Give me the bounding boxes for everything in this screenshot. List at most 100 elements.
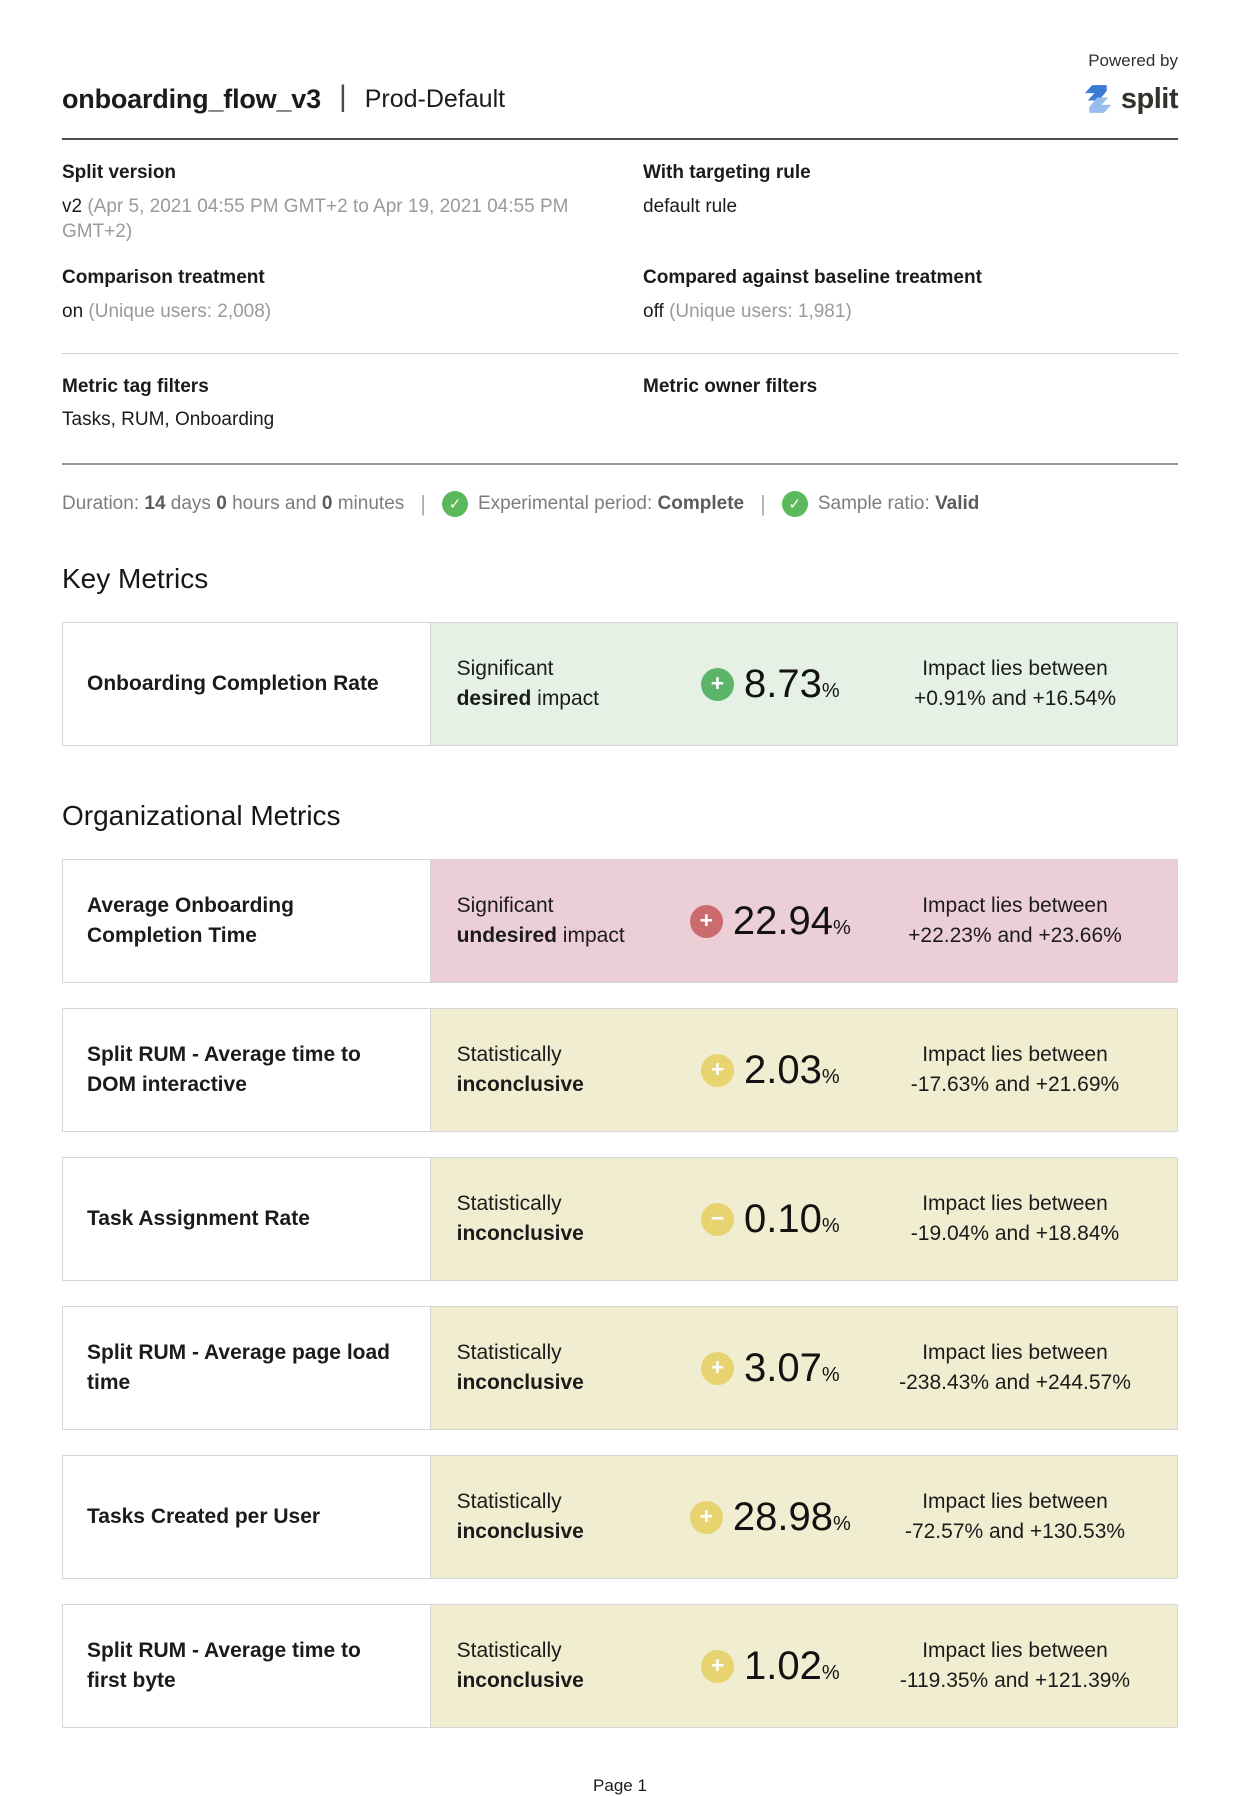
metric-card-rum-page-load-time: Split RUM - Average page load time Stati… <box>62 1306 1178 1431</box>
meta-value: v2 (Apr 5, 2021 04:55 PM GMT+2 to Apr 19… <box>62 195 569 243</box>
status-divider <box>62 463 1178 466</box>
page-number: Page 1 <box>593 1776 647 1796</box>
meta-comparison-treatment: Comparison treatment on (Unique users: 2… <box>62 265 597 325</box>
split-name-title: onboarding_flow_v3 <box>62 83 321 114</box>
key-metrics-heading: Key Metrics <box>62 563 209 595</box>
metric-result: Statistically inconclusive + 2.03% Impac… <box>430 1009 1177 1132</box>
impact-value: + 8.73% <box>662 662 879 707</box>
experiment-meta: Split version v2 (Apr 5, 2021 04:55 PM G… <box>62 140 1178 325</box>
significance-label: Statistically inconclusive <box>456 1639 584 1693</box>
minus-icon: − <box>700 1202 734 1236</box>
plus-icon: + <box>689 904 723 938</box>
meta-value: off (Unique users: 1,981) <box>643 300 852 322</box>
metric-result: Significant undesired impact + 22.94% Im… <box>430 860 1177 983</box>
plus-icon: + <box>689 1500 723 1534</box>
status-separator: | <box>420 491 426 517</box>
metric-name: Average Onboarding Completion Time <box>63 860 431 983</box>
check-icon: ✓ <box>781 491 808 518</box>
meta-tag-filters: Metric tag filters Tasks, RUM, Onboardin… <box>62 374 597 434</box>
plus-icon: + <box>700 667 734 701</box>
metric-result: Statistically inconclusive + 1.02% Impac… <box>430 1605 1177 1728</box>
significance-label: Statistically inconclusive <box>456 1341 584 1395</box>
brand-wordmark: split <box>1120 82 1179 115</box>
metric-card-rum-time-to-first-byte: Split RUM - Average time to first byte S… <box>62 1604 1178 1729</box>
confidence-interval: Impact lies between -17.63% and +21.69% <box>910 1043 1120 1097</box>
impact-value: + 1.02% <box>662 1644 879 1689</box>
metric-result: Significant desired impact + 8.73% Impac… <box>430 623 1177 746</box>
metric-card-tasks-created-per-user: Tasks Created per User Statistically inc… <box>62 1455 1178 1580</box>
metric-name: Split RUM - Average time to DOM interact… <box>63 1009 431 1132</box>
meta-label: With targeting rule <box>643 162 811 183</box>
meta-label: Metric tag filters <box>62 375 209 397</box>
sample-ratio-text: Sample ratio: Valid <box>817 493 980 515</box>
meta-label: Comparison treatment <box>62 266 265 288</box>
metric-name: Split RUM - Average time to first byte <box>63 1605 431 1728</box>
metric-result: Statistically inconclusive − 0.10% Impac… <box>430 1158 1177 1281</box>
meta-value: default rule <box>643 195 738 217</box>
meta-label: Compared against baseline treatment <box>643 266 982 288</box>
plus-icon: + <box>700 1351 734 1385</box>
impact-percentage: 3.07% <box>743 1345 840 1390</box>
brand-logo: split <box>1082 82 1179 116</box>
impact-percentage: 22.94% <box>732 898 851 943</box>
impact-percentage: 1.02% <box>743 1643 840 1688</box>
title-group: onboarding_flow_v3 | Prod-Default <box>62 80 506 116</box>
environment-name: Prod-Default <box>364 84 506 113</box>
metric-card-task-assignment-rate: Task Assignment Rate Statistically incon… <box>62 1157 1178 1282</box>
status-separator: | <box>760 491 766 517</box>
meta-baseline-treatment: Compared against baseline treatment off … <box>643 265 1178 325</box>
meta-split-version: Split version v2 (Apr 5, 2021 04:55 PM G… <box>62 160 597 245</box>
metric-name: Task Assignment Rate <box>63 1158 431 1281</box>
impact-value: + 28.98% <box>662 1495 879 1540</box>
meta-value: on (Unique users: 2,008) <box>62 300 272 322</box>
confidence-interval: Impact lies between +22.23% and +23.66% <box>908 894 1122 948</box>
significance-label: Statistically inconclusive <box>456 1043 584 1097</box>
status-bar: Duration: 14 days 0 hours and 0 minutes … <box>62 491 1178 518</box>
confidence-interval: Impact lies between -238.43% and +244.57… <box>899 1341 1131 1395</box>
confidence-interval: Impact lies between -19.04% and +18.84% <box>910 1192 1120 1246</box>
check-icon: ✓ <box>441 491 468 518</box>
metric-result: Statistically inconclusive + 3.07% Impac… <box>430 1307 1177 1430</box>
impact-percentage: 2.03% <box>743 1047 840 1092</box>
header-divider <box>62 138 1178 140</box>
impact-percentage: 0.10% <box>743 1196 840 1241</box>
meta-targeting-rule: With targeting rule default rule <box>643 160 1178 245</box>
impact-value: − 0.10% <box>662 1197 879 1242</box>
meta-note: (Apr 5, 2021 04:55 PM GMT+2 to Apr 19, 2… <box>62 195 569 243</box>
meta-note: (Unique users: 1,981) <box>669 300 852 322</box>
metric-card-onboarding-completion-rate: Onboarding Completion Rate Significant d… <box>62 622 1178 747</box>
meta-label: Metric owner filters <box>643 375 818 397</box>
confidence-interval: Impact lies between -72.57% and +130.53% <box>904 1490 1126 1544</box>
metric-name: Split RUM - Average page load time <box>63 1307 431 1430</box>
powered-by-label: Powered by <box>1088 51 1178 70</box>
confidence-interval: Impact lies between +0.91% and +16.54% <box>913 657 1116 711</box>
meta-value: Tasks, RUM, Onboarding <box>62 409 275 431</box>
significance-label: Significant desired impact <box>456 657 599 711</box>
title-separator: | <box>338 80 347 113</box>
significance-label: Statistically inconclusive <box>456 1490 584 1544</box>
experimental-period-text: Experimental period: Complete <box>477 493 745 515</box>
metric-card-avg-onboarding-completion-time: Average Onboarding Completion Time Signi… <box>62 859 1178 984</box>
report-header: onboarding_flow_v3 | Prod-Default split <box>62 76 1179 122</box>
impact-value: + 3.07% <box>662 1346 879 1391</box>
filters-divider <box>62 352 1178 354</box>
impact-value: + 2.03% <box>662 1048 879 1093</box>
metric-card-rum-dom-interactive: Split RUM - Average time to DOM interact… <box>62 1008 1178 1133</box>
metric-name: Tasks Created per User <box>63 1456 431 1579</box>
impact-value: + 22.94% <box>662 899 879 944</box>
meta-label: Split version <box>62 162 177 183</box>
metric-name: Onboarding Completion Rate <box>63 623 431 746</box>
org-metrics-heading: Organizational Metrics <box>62 800 341 832</box>
metric-result: Statistically inconclusive + 28.98% Impa… <box>430 1456 1177 1579</box>
plus-icon: + <box>700 1053 734 1087</box>
split-logo-icon <box>1082 83 1114 115</box>
meta-value <box>643 407 1178 433</box>
confidence-interval: Impact lies between -119.35% and +121.39… <box>899 1639 1131 1693</box>
significance-label: Statistically inconclusive <box>456 1192 584 1246</box>
duration-text: Duration: 14 days 0 hours and 0 minutes <box>62 493 405 515</box>
impact-percentage: 28.98% <box>732 1494 851 1539</box>
filters-meta: Metric tag filters Tasks, RUM, Onboardin… <box>62 354 1178 434</box>
impact-percentage: 8.73% <box>743 661 840 706</box>
meta-owner-filters: Metric owner filters <box>643 374 1178 434</box>
